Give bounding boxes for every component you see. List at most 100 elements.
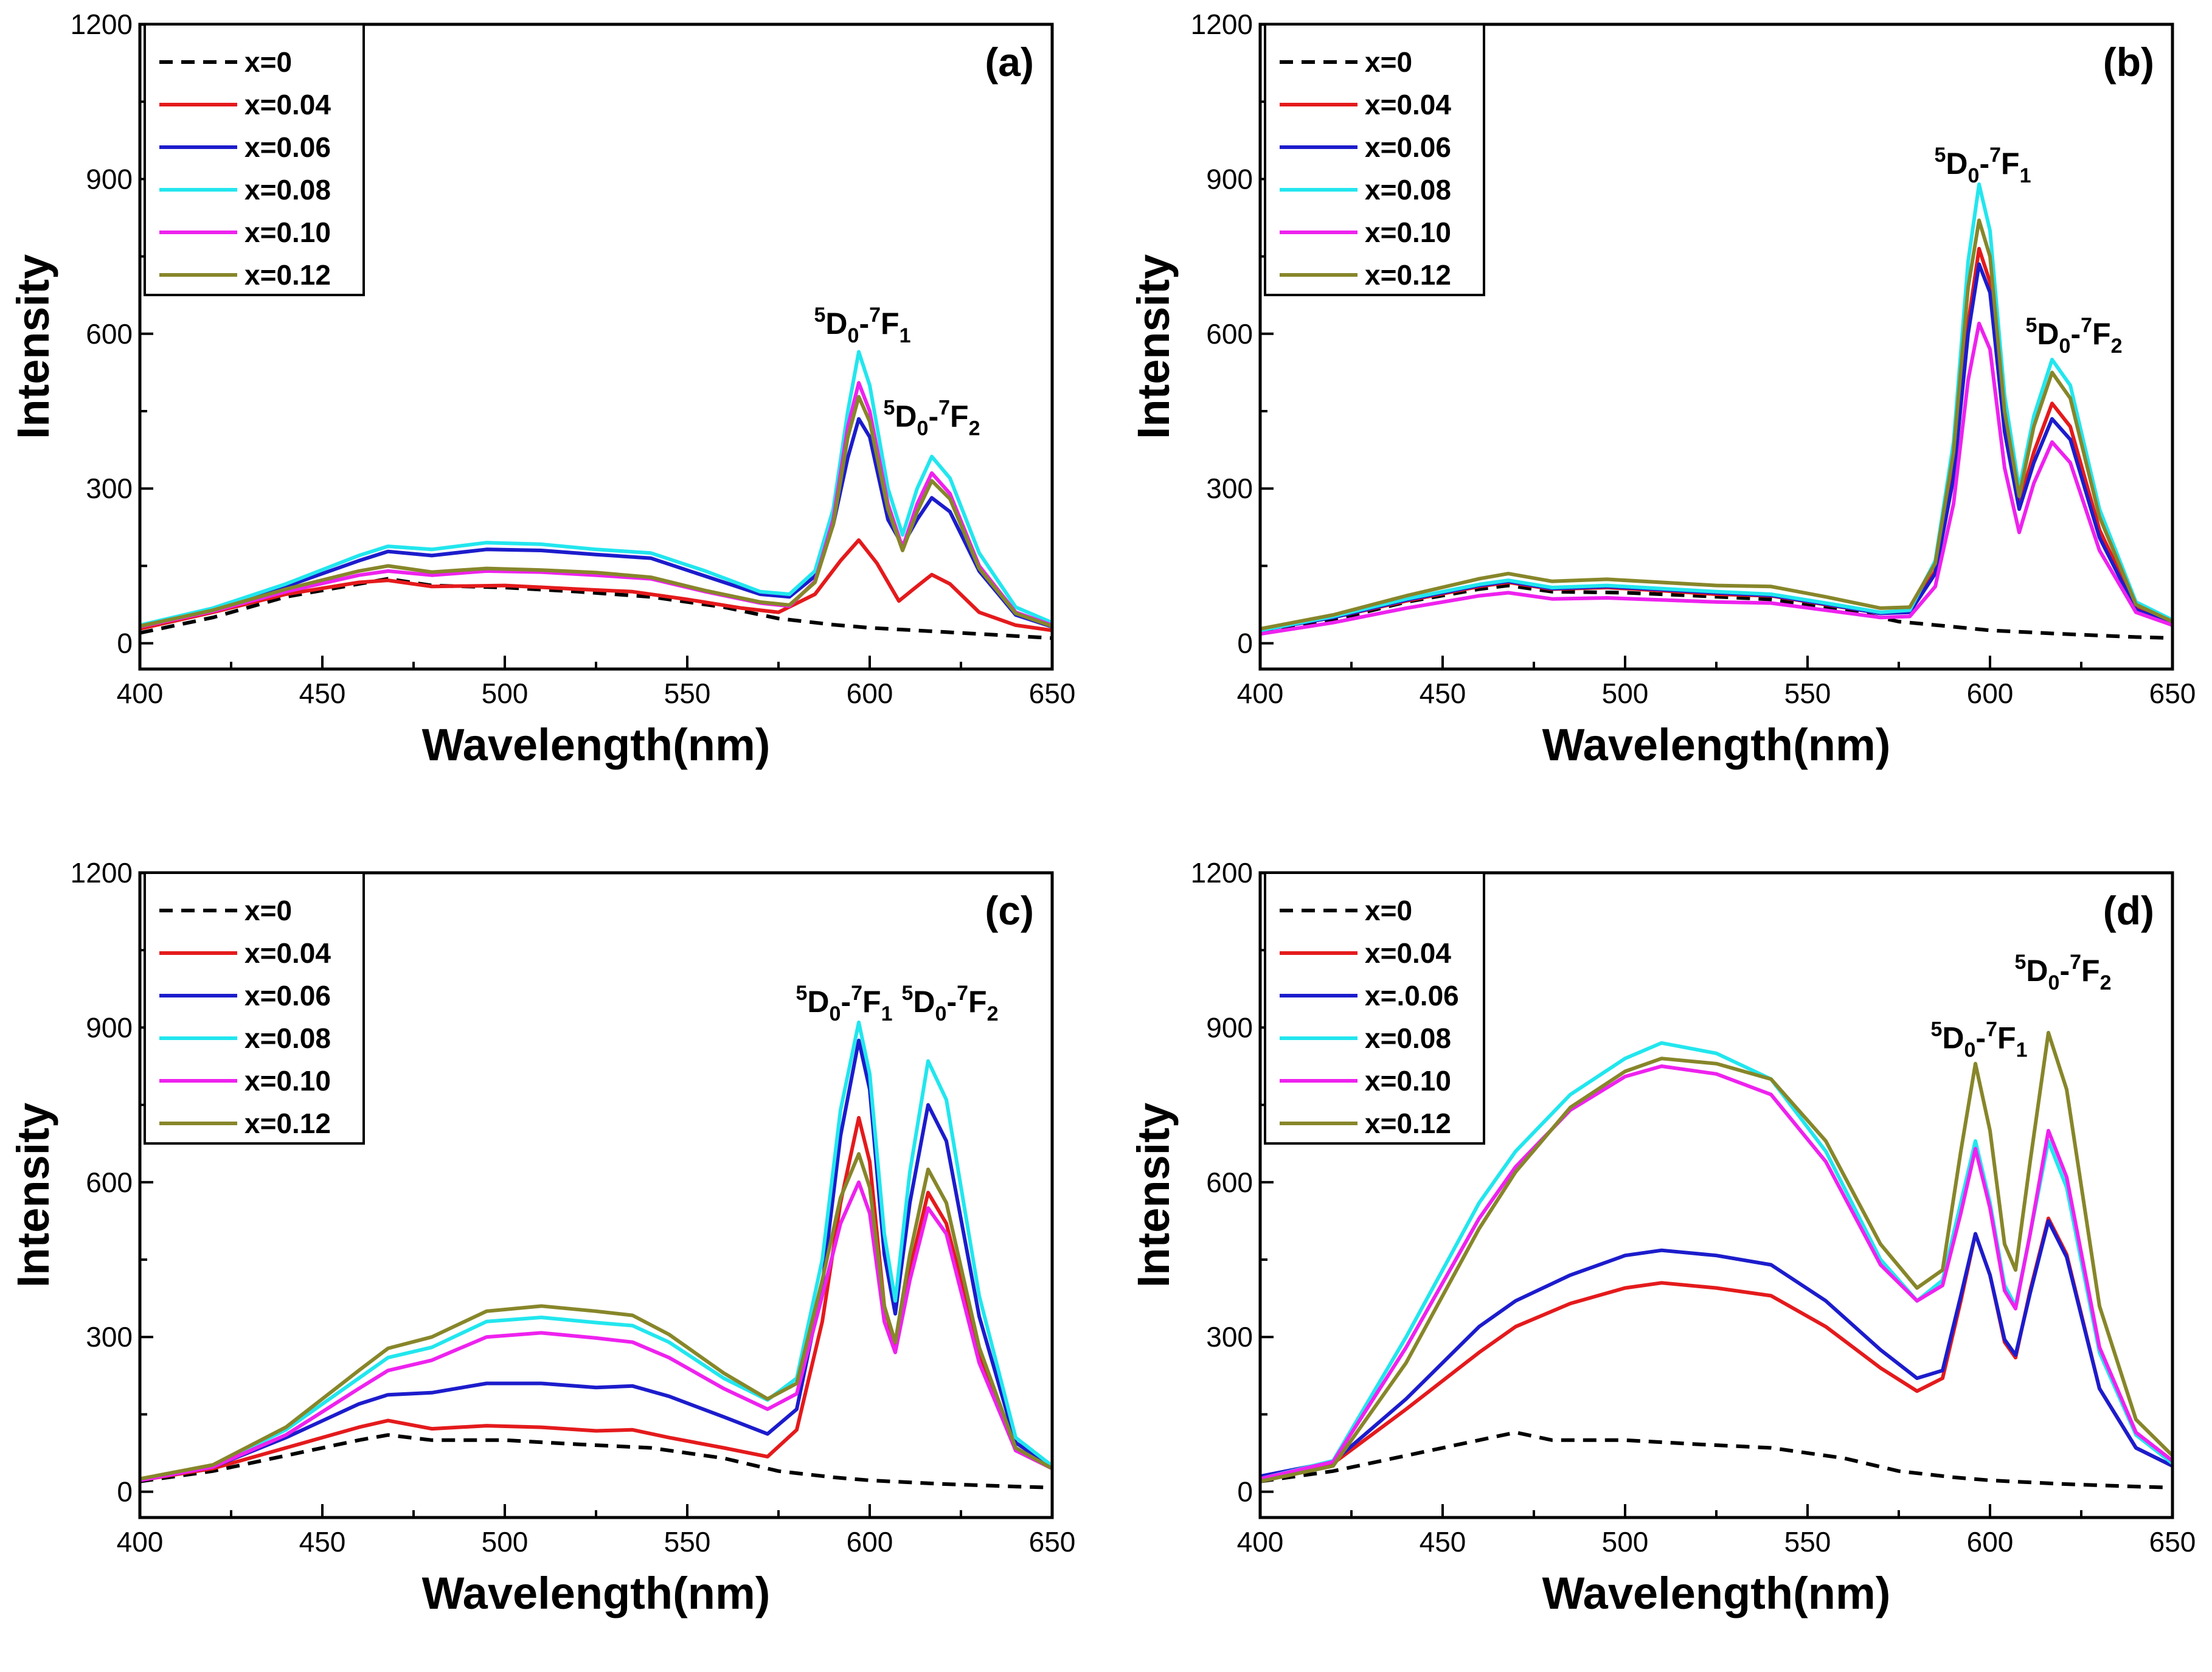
panel-tag: (c) [985,888,1034,933]
legend-entry-label: x=0.10 [244,217,331,248]
x-axis-title: Wavelength(nm) [1542,720,1891,770]
y-tick-label: 900 [86,163,133,195]
series-line-c-0 [140,1433,1052,1490]
transition-label: 5D0-7F1 [1935,144,2031,187]
x-tick-label: 650 [1029,1526,1076,1558]
transition-label: 5D0-7F2 [884,396,980,440]
x-tick-label: 650 [2149,678,2196,709]
transition-label: 5D0-7F1 [814,304,911,347]
series-group [1260,182,2172,640]
series-line-d-1 [1260,1216,2172,1481]
panel-tag: (d) [2103,888,2154,933]
series-line-d-5 [1260,1030,2172,1483]
x-tick-label: 400 [117,1526,164,1558]
x-tick-label: 550 [664,678,711,709]
x-tick-label: 550 [1784,1526,1831,1558]
transition-label: 5D0-7F2 [902,982,999,1025]
transition-label: 5D0-7F1 [796,982,893,1025]
legend: x=0 x=0.04 x=0.06 x=0.08 x=0.10 x=0.12 [144,23,365,296]
y-axis-title: Intensity [1128,254,1179,439]
series-line-d-4 [1260,1064,2172,1481]
x-tick-label: 450 [299,678,346,709]
legend-entry-label: x=0 [244,46,292,78]
panel-b: 400 450 500 550 600 650 0 300 600 900 1200 Waveleng… [1128,9,2196,770]
legend-entry-label: x=0.12 [244,1108,331,1139]
legend: x=0 x=0.04 x=0.06 x=0.08 x=0.10 x=0.12 [1264,23,1485,296]
series-line-b-1 [1260,246,2172,633]
y-tick-label: 900 [86,1011,133,1043]
legend-entry-label: x=0.08 [1365,1022,1451,1054]
legend-box [1264,23,1485,296]
x-tick-label: 450 [1420,1526,1466,1558]
transition-label: 5D0-7F2 [2026,314,2123,358]
legend: x=0 x=0.04 x=0.06 x=0.08 x=0.10 x=0.12 [144,872,365,1145]
y-tick-label: 900 [1206,163,1253,195]
y-tick-label: 1200 [71,9,133,40]
panel-tag: (b) [2103,40,2154,85]
x-tick-label: 400 [117,678,164,709]
x-tick-label: 600 [1967,1526,2014,1558]
x-axis-title: Wavelength(nm) [422,1568,771,1618]
panel-a: 400 450 500 550 600 650 0 300 600 900 1200 Waveleng… [8,9,1075,770]
legend-entry-label: x=0.12 [1365,259,1451,291]
x-tick-label: 500 [482,1526,529,1558]
legend-entry-label: x=0.04 [244,89,331,120]
legend-entry-label: x=0 [1365,895,1412,926]
legend-entry-label: x=0.08 [1365,174,1451,206]
legend-entry-label: x=0.08 [244,174,331,206]
series-group [140,350,1052,640]
y-tick-label: 300 [1206,473,1253,504]
x-tick-label: 550 [1784,678,1831,709]
series-line-c-5 [140,1152,1052,1481]
x-tick-label: 550 [664,1526,711,1558]
legend-box [144,872,365,1145]
y-tick-label: 600 [86,318,133,350]
y-tick-label: 600 [86,1167,133,1198]
x-tick-label: 500 [1602,678,1649,709]
legend-entry-label: x=0.08 [244,1022,331,1054]
series-line-a-3 [140,350,1052,627]
series-line-b-4 [1260,321,2172,636]
legend-entry-label: x=0 [1365,46,1412,78]
legend: x=0 x=0.04 x=.0.06 x=0.08 x=0.10 x=0.12 [1264,872,1485,1145]
legend-entry-label: x=0.04 [244,937,331,969]
legend-box [1264,872,1485,1145]
y-axis-title: Intensity [8,254,58,439]
series-group [140,1020,1052,1490]
y-tick-label: 300 [86,473,133,504]
y-tick-label: 300 [86,1321,133,1353]
series-line-a-1 [140,538,1052,633]
y-tick-label: 0 [117,1476,133,1508]
series-line-c-3 [140,1020,1052,1482]
y-axis-title: Intensity [8,1103,58,1288]
legend-entry-label: x=0 [244,895,292,926]
transition-label: 5D0-7F2 [2015,951,2112,994]
y-tick-label: 0 [117,628,133,659]
x-tick-label: 500 [1602,1526,1649,1558]
series-line-a-0 [140,577,1052,640]
y-tick-label: 900 [1206,1011,1253,1043]
y-tick-label: 0 [1237,628,1253,659]
series-line-c-4 [140,1180,1052,1482]
y-tick-label: 600 [1206,318,1253,350]
x-tick-label: 450 [299,1526,346,1558]
x-tick-label: 500 [482,678,529,709]
legend-entry-label: x=0.04 [1365,937,1451,969]
x-tick-label: 450 [1420,678,1466,709]
x-tick-label: 400 [1237,1526,1284,1558]
series-line-a-5 [140,395,1052,628]
legend-entry-label: x=.0.06 [1365,980,1459,1011]
legend-entry-label: x=0.10 [1365,217,1451,248]
legend-entry-label: x=0.10 [1365,1065,1451,1097]
y-tick-label: 1200 [1191,857,1253,889]
legend-entry-label: x=0.06 [244,131,331,163]
y-axis-title: Intensity [1128,1103,1179,1288]
x-tick-label: 650 [1029,678,1076,709]
panel-d: 400 450 500 550 600 650 0 300 600 900 1200 Waveleng… [1128,857,2196,1618]
x-tick-label: 650 [2149,1526,2196,1558]
panel-tag: (a) [985,40,1034,85]
legend-entry-label: x=0.06 [1365,131,1451,163]
y-tick-label: 300 [1206,1321,1253,1353]
series-line-b-5 [1260,218,2172,631]
